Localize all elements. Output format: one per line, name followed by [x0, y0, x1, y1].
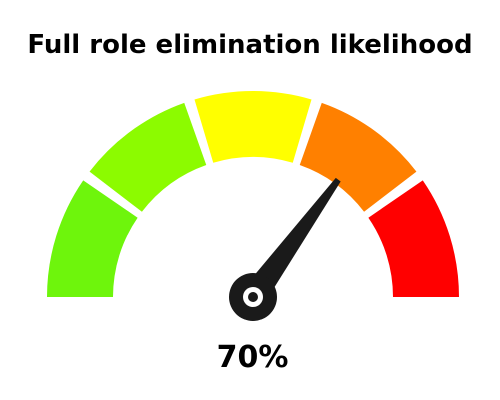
needle-pointer [242, 177, 341, 305]
needle-hub-center [248, 292, 258, 302]
gauge-segment-1 [47, 180, 138, 297]
gauge-segment-5 [368, 180, 459, 297]
gauge-segment-3 [194, 91, 312, 163]
gauge-value-label: 70% [216, 340, 289, 375]
gauge-segment-2 [89, 102, 207, 212]
gauge-needle [229, 177, 341, 321]
gauge-segment-4 [299, 102, 417, 212]
chart-title: Full role elimination likelihood [27, 30, 473, 60]
gauge-segments [47, 91, 459, 297]
